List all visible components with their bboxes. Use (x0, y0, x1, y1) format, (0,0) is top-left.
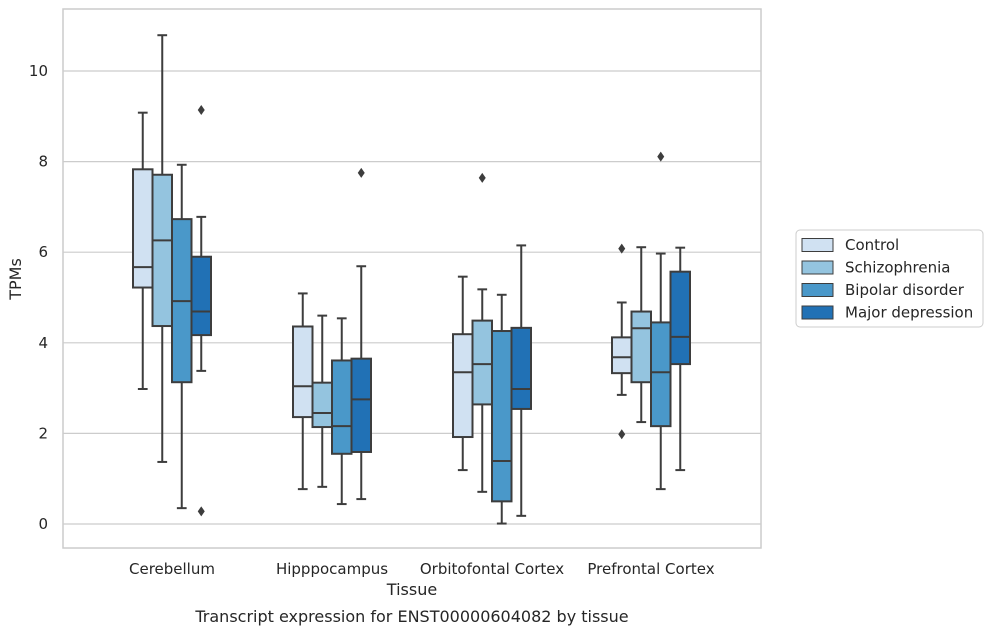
y-tick-label-10: 10 (29, 62, 48, 80)
x-axis-title: Tissue (386, 580, 437, 599)
box-2-2 (491, 293, 513, 525)
box-body (611, 336, 633, 375)
box-groups (132, 34, 691, 525)
legend-label-2: Bipolar disorder (845, 281, 965, 299)
y-tick-label-0: 0 (38, 515, 48, 533)
legend-label-3: Major depression (845, 304, 973, 322)
box-0-0 (132, 111, 154, 391)
legend: Control Schizophrenia Bipolar disorder Majo… (795, 229, 984, 328)
box-1-1 (311, 314, 333, 488)
legend-label-0: Control (845, 236, 899, 254)
box-body (491, 330, 513, 503)
outlier-0 (478, 172, 486, 183)
box-0-3 (190, 104, 212, 517)
y-tick-label-6: 6 (38, 243, 48, 261)
x-tick-label-3: Prefrontal Cortex (587, 560, 714, 578)
x-tick-label-0: Cerebellum (129, 560, 215, 578)
box-body (452, 333, 474, 439)
box-2-0 (452, 275, 474, 472)
figure-caption: Transcript expression for ENST0000060408… (194, 607, 628, 626)
outlier-0 (197, 104, 205, 115)
outlier-1 (197, 506, 205, 517)
box-body (331, 359, 353, 455)
legend-swatch-0 (801, 238, 834, 252)
box-3-1 (630, 246, 652, 424)
box-1-3 (350, 167, 372, 501)
box-body (132, 168, 154, 289)
box-body (650, 321, 672, 428)
legend-swatch-3 (801, 305, 834, 320)
box-3-2 (650, 151, 672, 491)
y-axis-title: TPMs (6, 258, 25, 301)
y-tick-label-8: 8 (38, 153, 48, 171)
x-tick-label-1: Hipppocampus (276, 560, 388, 578)
box-body (630, 310, 652, 384)
legend-swatch-1 (801, 260, 834, 275)
box-body (669, 270, 691, 366)
box-2-1 (471, 172, 493, 493)
legend-swatch-2 (801, 283, 834, 297)
box-body (311, 381, 333, 429)
outlier-0 (657, 151, 665, 162)
box-3-3 (669, 246, 691, 472)
box-body (190, 255, 212, 337)
box-1-0 (292, 292, 314, 491)
x-tick-label-2: Orbitofontal Cortex (420, 560, 564, 578)
plot-frame (62, 8, 762, 549)
y-tick-labels: 0 2 4 6 8 10 (29, 62, 48, 533)
outlier-1 (618, 429, 626, 440)
box-body (151, 173, 173, 328)
box-body (471, 319, 493, 406)
box-2-3 (510, 244, 532, 517)
y-tick-label-4: 4 (38, 334, 48, 352)
legend-label-1: Schizophrenia (845, 259, 950, 277)
box-body (350, 357, 372, 453)
legend-frame (795, 229, 984, 328)
x-tick-labels: Cerebellum Hipppocampus Orbitofontal Corte… (129, 560, 715, 578)
box-body (510, 326, 532, 410)
outlier-0 (357, 167, 365, 178)
y-tick-label-2: 2 (38, 424, 48, 442)
outlier-0 (618, 243, 626, 254)
box-body (292, 325, 314, 419)
